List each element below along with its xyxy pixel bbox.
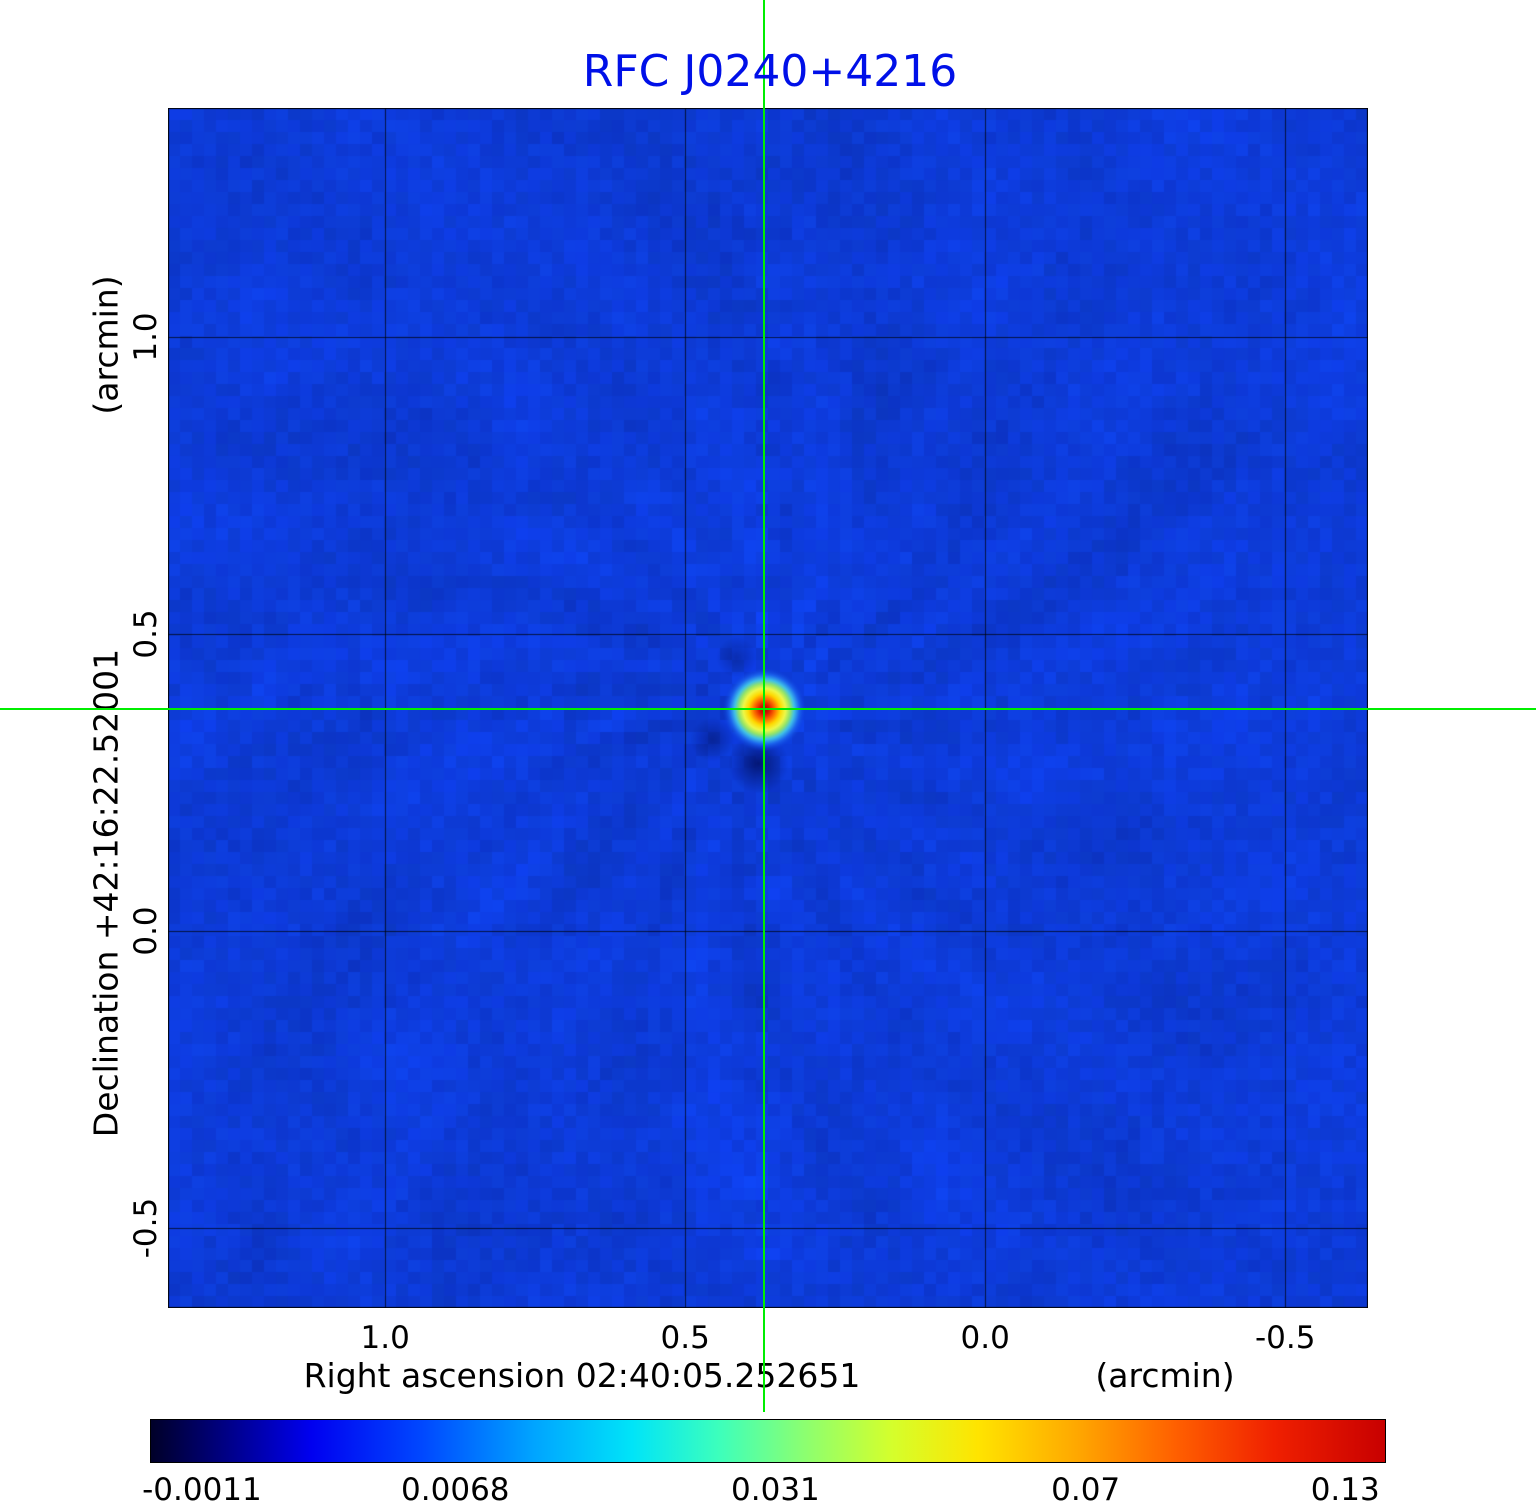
x-tick-label: 0.5 [660,1320,710,1356]
x-axis-label: Right ascension 02:40:05.252651 [303,1356,861,1395]
x-tick-label: 1.0 [360,1320,410,1356]
colorbar [150,1419,1386,1463]
colorbar-tick-label: 0.07 [1051,1472,1121,1508]
x-tick-label: -0.5 [1254,1320,1316,1356]
x-tick-label: 0.0 [960,1320,1010,1356]
y-tick-label: -0.5 [128,1197,164,1259]
radio-map-canvas [168,108,1368,1308]
y-axis-unit-label: (arcmin) [86,275,126,415]
colorbar-tick-label: 0.031 [731,1472,820,1508]
colorbar-tick-label: 0.13 [1310,1472,1380,1508]
colorbar-tick-label: -0.0011 [142,1472,262,1508]
plot-title: RFC J0240+4216 [582,46,958,97]
crosshair-vertical-line [763,0,766,1412]
y-tick-label: 0.0 [128,906,164,956]
y-tick-label: 1.0 [128,312,164,362]
colorbar-tick-label: 0.0068 [401,1472,510,1508]
y-axis-label: Declination +42:16:22.52001 [86,648,126,1138]
y-tick-label: 0.5 [128,609,164,659]
crosshair-horizontal-line [0,708,1536,711]
x-axis-unit-label: (arcmin) [1095,1356,1235,1395]
